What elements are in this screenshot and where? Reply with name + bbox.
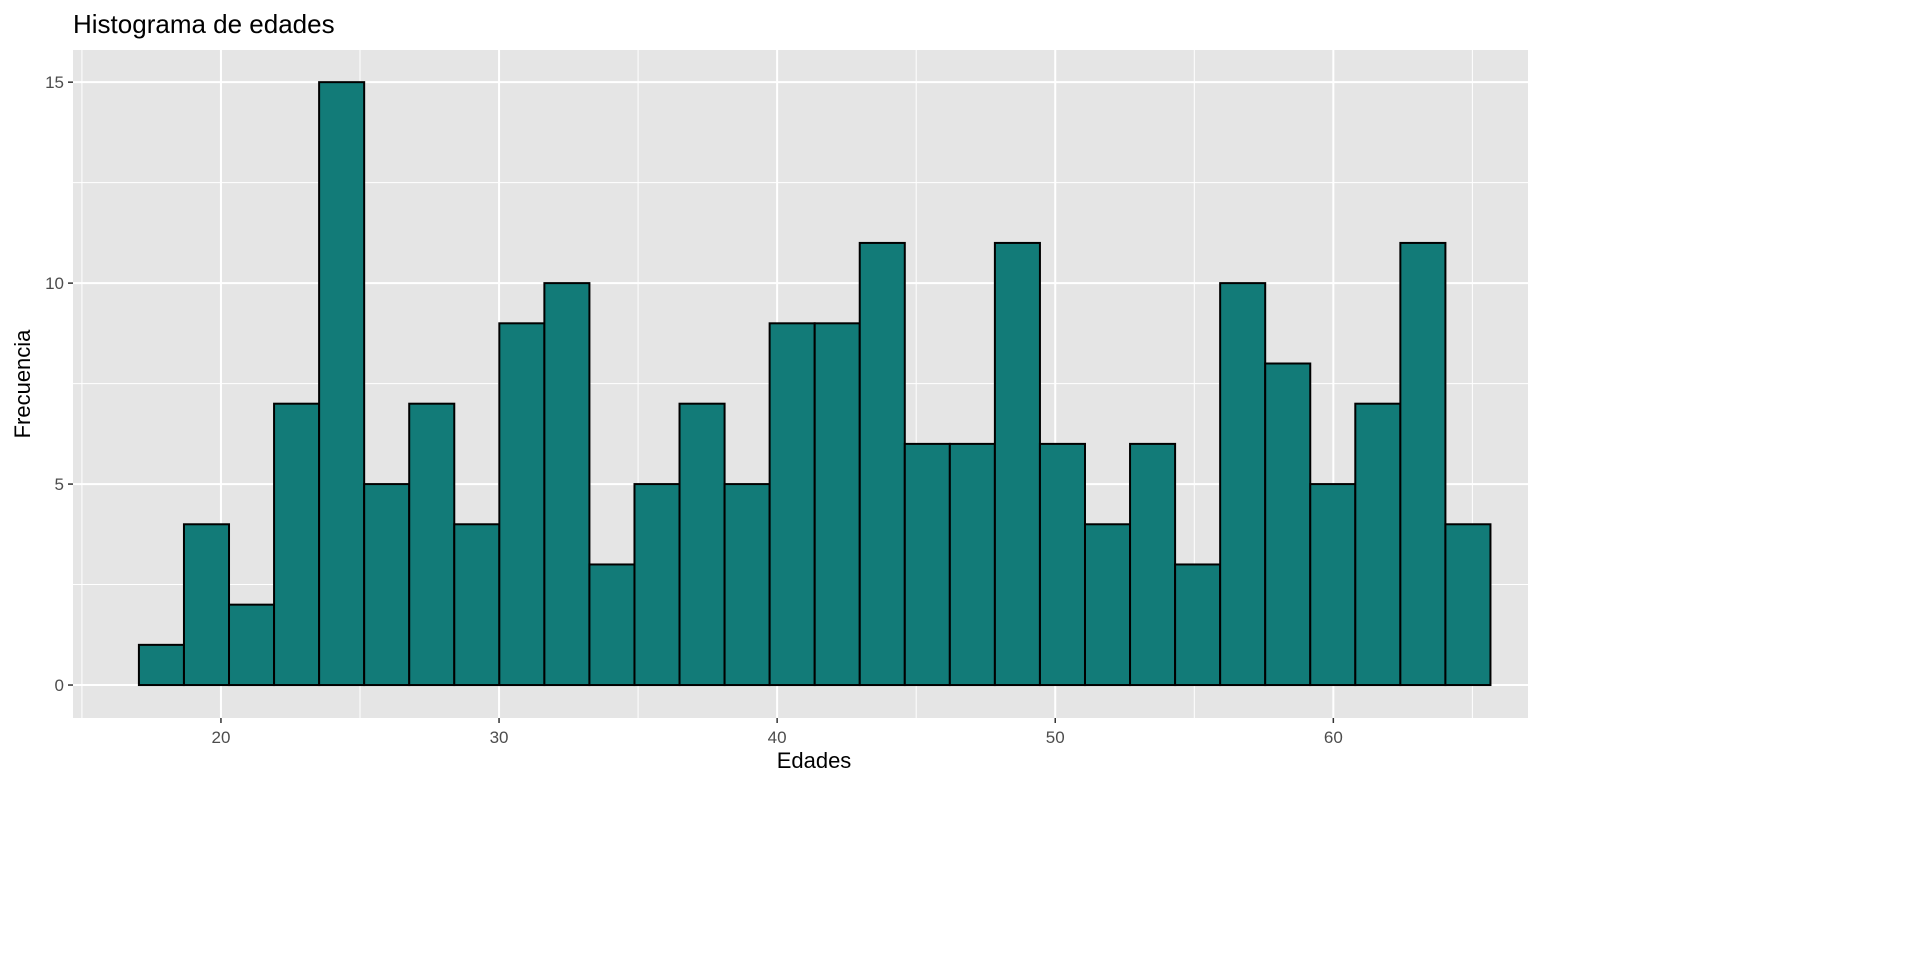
histogram-bar bbox=[1038, 442, 1086, 687]
y-axis-label: Frecuencia bbox=[10, 329, 35, 439]
histogram-bar bbox=[1219, 282, 1267, 687]
histogram-bar bbox=[948, 442, 996, 687]
y-tick-label: 10 bbox=[45, 274, 64, 293]
x-axis-label: Edades bbox=[777, 748, 852, 773]
histogram-bar bbox=[137, 643, 185, 687]
histogram-bar bbox=[588, 563, 636, 687]
x-tick-label: 20 bbox=[211, 728, 230, 747]
y-tick-label: 0 bbox=[55, 676, 64, 695]
histogram-bar bbox=[1399, 241, 1447, 687]
histogram-bar bbox=[813, 322, 861, 687]
histogram-bar bbox=[1174, 563, 1222, 687]
histogram-bar bbox=[1264, 362, 1312, 687]
histogram-bar bbox=[768, 322, 816, 687]
histogram-bar bbox=[498, 322, 546, 687]
histogram-bar bbox=[363, 483, 411, 687]
x-tick-label: 50 bbox=[1046, 728, 1065, 747]
x-tick-label: 60 bbox=[1324, 728, 1343, 747]
histogram-bar bbox=[228, 603, 276, 687]
histogram-bar bbox=[1354, 402, 1402, 687]
y-tick-label: 15 bbox=[45, 73, 64, 92]
y-tick-label: 5 bbox=[55, 475, 64, 494]
x-tick-label: 40 bbox=[768, 728, 787, 747]
histogram-bar bbox=[633, 483, 681, 687]
histogram-bar bbox=[1444, 523, 1492, 687]
histogram-bar bbox=[678, 402, 726, 687]
histogram-bar bbox=[182, 523, 231, 687]
histogram-bar bbox=[993, 241, 1041, 687]
x-tick-label: 30 bbox=[490, 728, 509, 747]
histogram-bar bbox=[543, 282, 591, 687]
histogram-bar bbox=[408, 402, 456, 687]
histogram-bar bbox=[1309, 483, 1357, 687]
histogram-bar bbox=[318, 81, 366, 687]
histogram-bar bbox=[858, 241, 906, 687]
histogram-bar bbox=[903, 442, 951, 687]
histogram-bar bbox=[273, 402, 321, 687]
histogram-bar bbox=[1083, 523, 1132, 687]
histogram-bar bbox=[453, 523, 501, 687]
chart-title: Histograma de edades bbox=[73, 9, 335, 39]
histogram-bar bbox=[723, 483, 771, 687]
histogram-bar bbox=[1129, 442, 1177, 687]
